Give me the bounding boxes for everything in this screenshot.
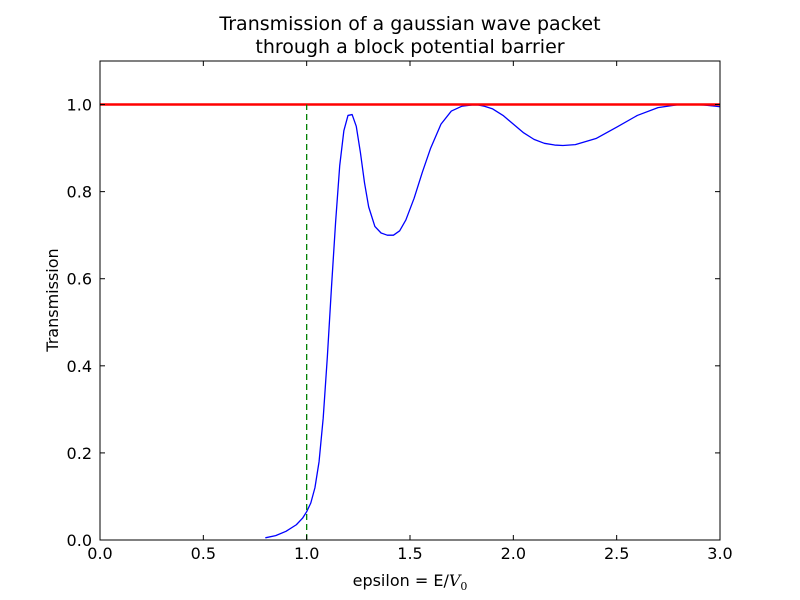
y-axis-label: Transmission	[43, 248, 62, 352]
chart-title-line-2: through a block potential barrier	[255, 36, 564, 58]
x-tick-label: 3.0	[707, 544, 732, 563]
x-tick-label: 1.5	[397, 544, 422, 563]
x-tick-label: 2.0	[501, 544, 526, 563]
x-axis-label-variable: V	[449, 571, 462, 590]
series-layer	[100, 103, 721, 540]
y-tick-label: 0.2	[67, 444, 92, 463]
x-axis-label-prefix: epsilon = E/	[353, 571, 450, 590]
chart-title-line-1: Transmission of a gaussian wave packet	[218, 13, 600, 35]
y-tick-label: 0.8	[67, 183, 92, 202]
transmission-curve	[265, 103, 721, 539]
plot-area: 0.0 0.5 1.0 1.5 2.0 2.5 3.0 0.0 0.2 0.4 0.6 0.8 1.0	[67, 60, 733, 563]
y-tick-label: 1.0	[67, 96, 92, 115]
y-tick-label: 0.4	[67, 357, 92, 376]
y-tick-label: 0.6	[67, 270, 92, 289]
x-tick-label: 1.0	[294, 544, 319, 563]
x-tick-label: 0.0	[87, 544, 112, 563]
x-axis-label: epsilon = E/V0	[353, 571, 468, 593]
y-tick-label: 0.0	[67, 531, 92, 550]
tick-layer: 0.0 0.5 1.0 1.5 2.0 2.5 3.0 0.0 0.2 0.4 0.6 0.8 1.0	[67, 61, 733, 563]
x-tick-label: 0.5	[191, 544, 216, 563]
x-axis-label-subscript: 0	[460, 580, 467, 593]
x-tick-label: 2.5	[604, 544, 629, 563]
